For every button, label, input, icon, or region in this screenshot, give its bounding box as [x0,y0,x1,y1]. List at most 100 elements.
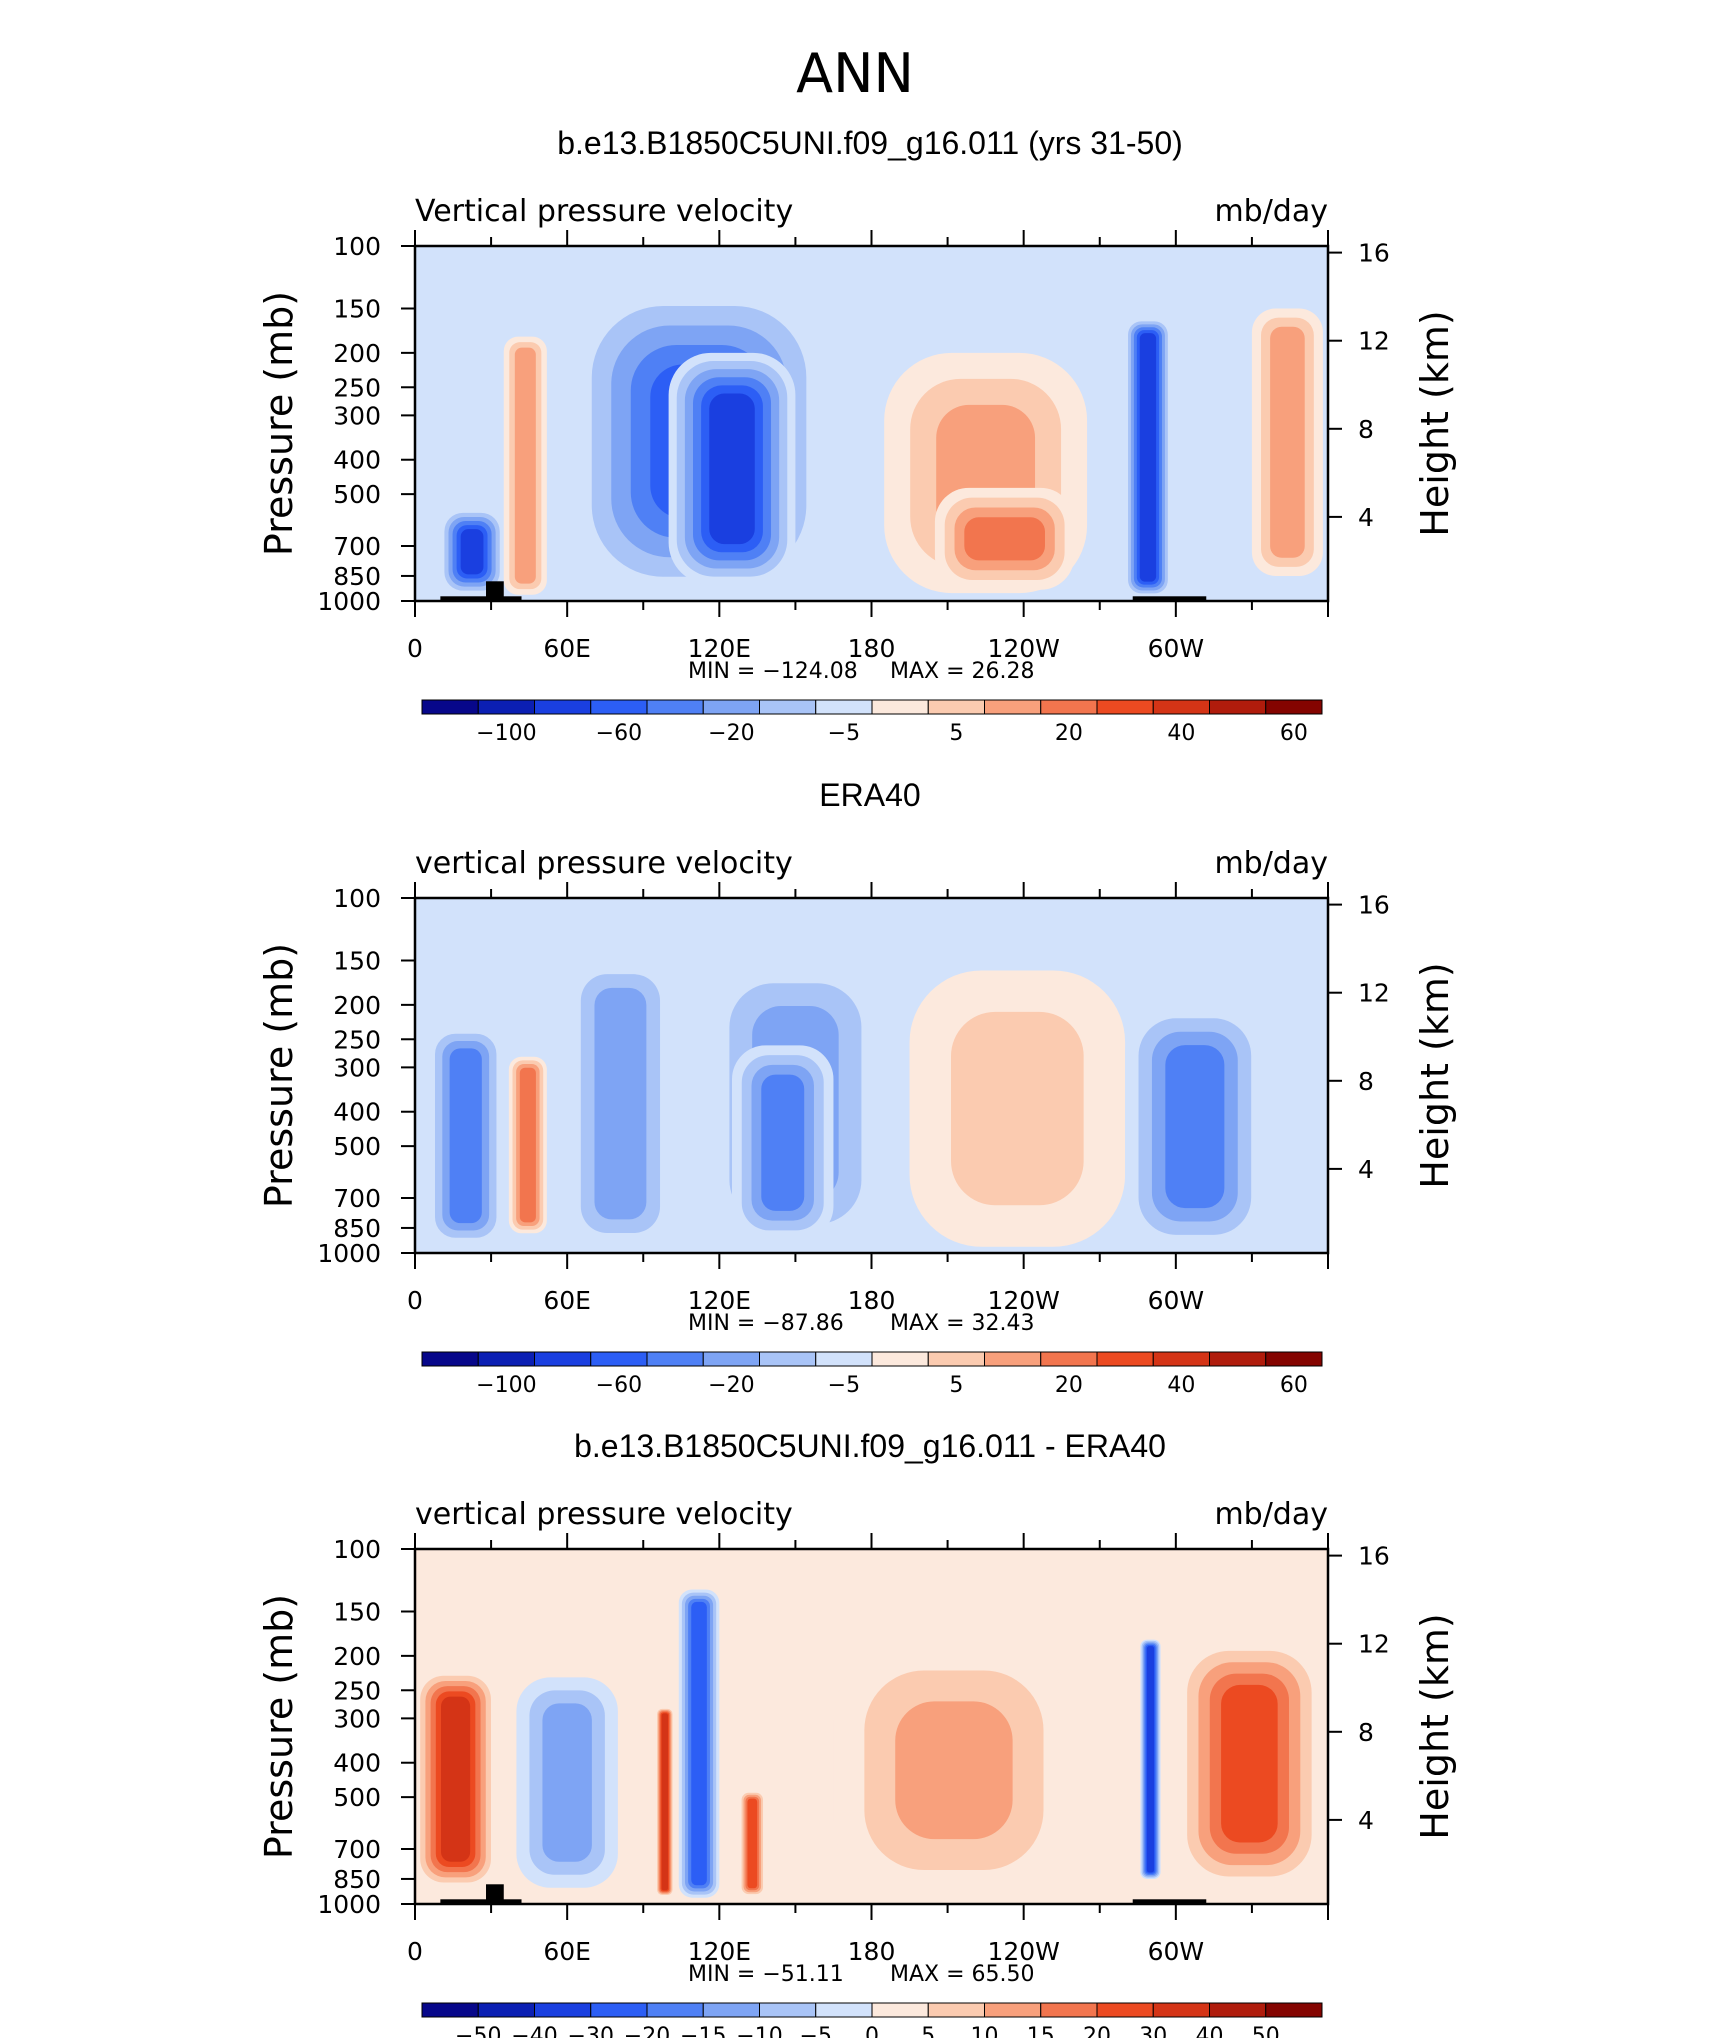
colorbar-swatch [702,699,760,715]
colorbar-label: −5 [800,2024,832,2038]
figure-title: ANN [796,42,914,105]
colorbar-label: −30 [568,2024,614,2038]
x-tick-label: 60W [1148,1937,1205,1966]
y-tick-label: 250 [333,1676,381,1705]
colorbar-label: 60 [1280,721,1308,746]
colorbar-label: −60 [596,721,642,746]
colorbar-label: 30 [1139,2024,1167,2038]
contour-region [1139,333,1157,582]
contour-field [415,898,1328,1253]
panel-model: b.e13.B1850C5UNI.f09_g16.011 (yrs 31-50)… [257,125,1457,746]
variable-label: Vertical pressure velocity [415,194,793,229]
variable-label: vertical pressure velocity [415,846,793,881]
x-tick-label: 120W [987,634,1059,663]
contour-region [661,1713,668,1891]
colorbar-label: 40 [1167,721,1195,746]
y-tick-label: 200 [333,1642,381,1671]
colorbar-swatch [927,699,985,715]
colorbar-swatch [421,2002,479,2018]
colorbar-swatch [534,1351,592,1367]
y-tick-label: 150 [333,1598,381,1627]
y-tick-label: 500 [333,1132,381,1161]
contour-region [1146,1646,1155,1873]
y-tick-label: 1000 [317,1239,381,1268]
colorbar-swatch [421,1351,479,1367]
colorbar-label: 40 [1196,2024,1224,2038]
y-tick-label: 200 [333,991,381,1020]
panel-diff: b.e13.B1850C5UNI.f09_g16.011 - ERA40 vert… [257,1428,1457,2038]
panel-title: b.e13.B1850C5UNI.f09_g16.011 - ERA40 [574,1428,1166,1464]
colorbar-swatch [646,2002,704,2018]
colorbar-swatch [1265,1351,1323,1367]
x-tick-label: 60E [543,634,591,663]
colorbar-label: 10 [971,2024,999,2038]
contour-region [950,1011,1084,1206]
colorbar-swatch [534,699,592,715]
colorbar-swatch [1040,1351,1098,1367]
y-axis-title: Pressure (mb) [257,291,301,556]
y2-tick-label: 16 [1358,239,1390,268]
max-value: MAX = 26.28 [890,659,1035,684]
colorbar-swatch [927,1351,985,1367]
colorbar-swatch [759,1351,817,1367]
colorbar-label: −5 [828,721,860,746]
colorbar-swatch [590,699,648,715]
y2-tick-label: 12 [1358,1630,1390,1659]
units-label: mb/day [1214,846,1328,881]
topography-africa [440,1899,522,1904]
contour-region [441,1696,471,1862]
y-tick-label: 1000 [317,1890,381,1919]
x-tick-label: 120W [987,1937,1059,1966]
colorbar-swatch [815,2002,873,2018]
colorbar-swatch [702,1351,760,1367]
x-tick-label: 0 [407,1286,423,1315]
colorbar-label: 20 [1055,721,1083,746]
colorbar-label: 0 [865,2024,879,2038]
x-tick-label: 0 [407,1937,423,1966]
contour-region [964,517,1045,561]
colorbar: −50 −40 −30 −20 −15 −10 −5 0 5 10 15 20 30 40 50 [421,2002,1323,2038]
contour-region [1221,1684,1278,1843]
y2-tick-label: 12 [1358,327,1390,356]
y2-tick-label: 16 [1358,891,1390,920]
contour-region [709,393,755,545]
y-axis-title: Pressure (mb) [257,943,301,1208]
contour-region [519,1067,536,1223]
colorbar-label: −10 [736,2024,782,2038]
colorbar-label: −5 [828,1373,860,1398]
y-tick-label: 1000 [317,587,381,616]
y-tick-label: 400 [333,1098,381,1127]
y-tick-label: 100 [333,1535,381,1564]
contour-region [514,347,536,584]
min-value: MIN = −51.11 [688,1962,844,1987]
y2-tick-label: 4 [1358,1155,1374,1184]
colorbar-label: −40 [511,2024,557,2038]
colorbar-swatch [759,2002,817,2018]
colorbar-swatch [590,1351,648,1367]
x-tick-label: 120E [688,1937,752,1966]
y-tick-label: 700 [333,532,381,561]
y-tick-label: 300 [333,1053,381,1082]
colorbar-label: 15 [1027,2024,1055,2038]
colorbar-swatch [1096,2002,1154,2018]
colorbar-label: 5 [921,2024,935,2038]
variable-label: vertical pressure velocity [415,1497,793,1532]
colorbar-swatch [759,699,817,715]
x-tick-label: 120E [688,1286,752,1315]
colorbar-label: −15 [680,2024,726,2038]
colorbar-label: −50 [455,2024,501,2038]
colorbar-swatch [871,2002,929,2018]
contour-region [449,1048,482,1224]
y2-tick-label: 4 [1358,1806,1374,1835]
y2-tick-label: 8 [1358,415,1374,444]
y-tick-label: 400 [333,446,381,475]
y-tick-label: 850 [333,562,381,591]
colorbar-swatch [984,1351,1042,1367]
colorbar-swatch [927,2002,985,2018]
contour-region [460,529,484,575]
contour-region [895,1701,1013,1840]
colorbar-swatch [477,1351,535,1367]
y-axis-title: Pressure (mb) [257,1594,301,1859]
colorbar-label: 20 [1055,1373,1083,1398]
topography-highland [486,1884,504,1904]
